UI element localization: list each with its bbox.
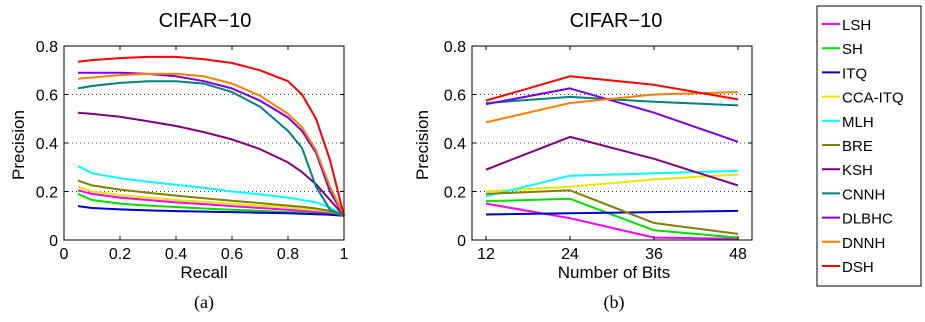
grid-b (472, 45, 752, 192)
y-tick-label: 0 (49, 233, 58, 250)
legend-items: LSH SH ITQ CCA-ITQ MLH BRE KSH CNNH DLBHC DNNH DSH (822, 17, 904, 276)
series-line-cca-itq (77, 185, 345, 217)
series-line-dnnh (77, 72, 345, 217)
chart-panel-a: CIFAR−10 Precision Recall (a) 0 0.2 0.4 0.6… (9, 10, 349, 313)
caption-b: (b) (604, 292, 625, 313)
y-tick-label: 0.6 (36, 88, 58, 105)
y-tick-label: 0.4 (444, 136, 466, 153)
series-line-itq (77, 205, 345, 217)
y-axis-label-b: Precision (413, 110, 432, 180)
x-tick-label: 1 (340, 246, 349, 263)
legend-label-dsh: DSH (842, 259, 874, 276)
legend-label-mlh: MLH (842, 114, 874, 131)
x-tick-label: 0.2 (109, 246, 131, 263)
series-line-itq (485, 209, 739, 216)
legend-label-cnnh: CNNH (842, 186, 885, 203)
legend-label-ksh: KSH (842, 162, 873, 179)
legend-label-itq: ITQ (842, 65, 867, 82)
y-tick-label: 0.4 (36, 136, 58, 153)
legend-label-cca-itq: CCA-ITQ (842, 90, 904, 107)
x-axis-label-b: Number of Bits (558, 263, 670, 282)
ticks-a: 0 0.2 0.4 0.6 0.8 1 0 0.2 0.4 0.6 0.8 (36, 39, 349, 263)
series-line-sh (485, 197, 739, 239)
series-line-mlh (77, 165, 345, 217)
series-line-dnnh (485, 91, 739, 124)
grid-a (64, 45, 344, 192)
series-line-bre (485, 189, 739, 235)
y-tick-label: 0.8 (444, 39, 466, 56)
series-line-lsh (77, 189, 345, 217)
legend-label-dnnh: DNNH (842, 235, 885, 252)
caption-a: (a) (194, 292, 214, 313)
series-lines-b (485, 75, 739, 240)
legend-label-sh: SH (842, 41, 863, 58)
x-tick-label: 0 (60, 246, 69, 263)
chart-title-b: CIFAR−10 (570, 10, 663, 32)
legend: LSH SH ITQ CCA-ITQ MLH BRE KSH CNNH DLBHC DNNH DSH (816, 5, 922, 287)
series-line-bre (77, 179, 345, 217)
series-line-cnnh (77, 80, 345, 217)
series-line-cca-itq (485, 173, 739, 193)
series-line-dsh (485, 75, 739, 102)
x-tick-label: 0.6 (221, 246, 243, 263)
x-tick-label: 12 (477, 246, 495, 263)
series-line-ksh (485, 135, 739, 187)
x-tick-label: 0.4 (165, 246, 187, 263)
y-tick-label: 0 (457, 233, 466, 250)
chart-title-a: CIFAR−10 (159, 10, 252, 32)
y-tick-label: 0.6 (444, 88, 466, 105)
legend-label-dlbhc: DLBHC (842, 211, 893, 228)
y-axis-label-a: Precision (9, 110, 28, 180)
ticks-b: 12 24 36 48 0 0.2 0.4 0.6 0.8 (444, 39, 752, 263)
legend-label-bre: BRE (842, 138, 873, 155)
x-tick-label: 24 (561, 246, 579, 263)
y-tick-label: 0.8 (36, 39, 58, 56)
legend-label-lsh: LSH (842, 17, 871, 34)
x-tick-label: 48 (729, 246, 747, 263)
x-tick-label: 36 (645, 246, 663, 263)
chart-panel-b: CIFAR−10 Precision Number of Bits (b) 12… (413, 10, 753, 313)
series-line-dlbhc (485, 87, 739, 143)
x-tick-label: 0.8 (277, 246, 299, 263)
y-tick-label: 0.2 (444, 185, 466, 202)
series-line-dsh (77, 55, 345, 217)
x-axis-label-a: Recall (180, 263, 227, 282)
y-tick-label: 0.2 (36, 185, 58, 202)
series-line-lsh (485, 202, 739, 240)
series-lines-a (77, 55, 345, 217)
